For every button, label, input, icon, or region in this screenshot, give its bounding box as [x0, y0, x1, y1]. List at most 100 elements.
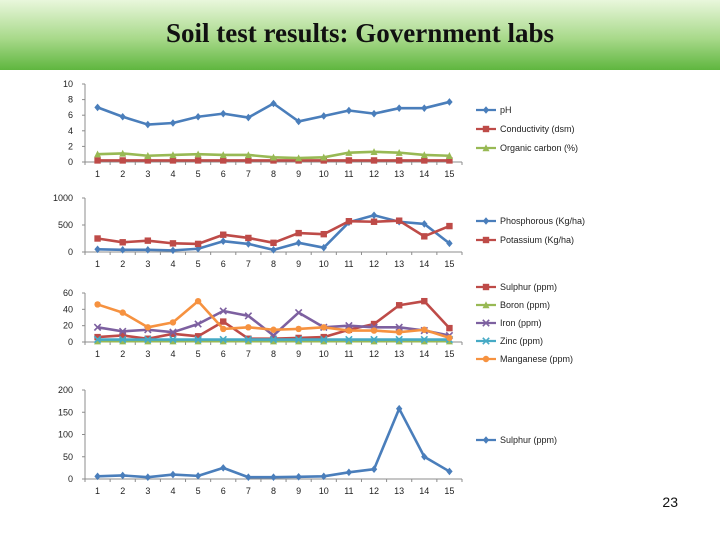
- data-point: [295, 154, 303, 162]
- data-point: [421, 297, 428, 305]
- data-point: [345, 327, 353, 334]
- x-tick-label: 7: [246, 349, 251, 359]
- data-point: [320, 337, 328, 345]
- data-point: [194, 333, 202, 340]
- y-tick-label: 500: [58, 220, 73, 230]
- data-point: [220, 325, 227, 333]
- data-point: [245, 473, 252, 482]
- x-tick-label: 9: [296, 486, 301, 496]
- x-tick-label: 2: [120, 169, 125, 179]
- y-tick-label: 150: [58, 407, 73, 417]
- data-point: [370, 109, 378, 118]
- data-point: [345, 148, 353, 156]
- data-point: [244, 151, 252, 159]
- data-point: [119, 332, 126, 339]
- data-point: [94, 103, 101, 112]
- data-point: [144, 246, 152, 254]
- data-point: [295, 229, 302, 237]
- data-point: [94, 157, 101, 164]
- data-point: [119, 149, 127, 157]
- legend-marker: [482, 436, 490, 444]
- x-tick-label: 6: [221, 169, 226, 179]
- data-point: [395, 335, 403, 344]
- data-point: [144, 157, 152, 164]
- x-tick-label: 14: [419, 169, 429, 179]
- legend-marker: [482, 217, 490, 225]
- data-point: [219, 337, 227, 345]
- data-point: [194, 240, 202, 248]
- data-point: [320, 230, 327, 238]
- data-point: [194, 150, 202, 158]
- y-tick-label: 0: [68, 247, 73, 257]
- legend-label: Organic carbon (%): [500, 143, 578, 153]
- x-tick-label: 6: [221, 349, 226, 359]
- data-point: [270, 153, 277, 161]
- title-band: [0, 0, 720, 70]
- data-point: [119, 246, 126, 254]
- y-tick-label: 0: [68, 337, 73, 347]
- data-point: [219, 307, 227, 315]
- data-point: [446, 157, 453, 164]
- data-point: [245, 234, 252, 242]
- legend-marker: [482, 283, 490, 291]
- data-point: [395, 302, 403, 309]
- data-point: [245, 240, 252, 248]
- data-point: [446, 239, 453, 248]
- data-point: [169, 151, 177, 159]
- data-point: [420, 337, 428, 345]
- x-tick-label: 11: [344, 486, 353, 496]
- data-point: [144, 473, 152, 482]
- legend-marker: [482, 106, 490, 114]
- x-tick-label: 1: [95, 259, 100, 269]
- x-tick-label: 13: [394, 349, 404, 359]
- data-point: [370, 320, 378, 328]
- x-tick-label: 12: [369, 169, 379, 179]
- data-point: [395, 148, 403, 156]
- x-tick-label: 10: [319, 259, 329, 269]
- data-point: [144, 337, 152, 345]
- data-point: [421, 104, 428, 112]
- x-tick-label: 3: [145, 349, 150, 359]
- data-point: [345, 468, 353, 477]
- data-point: [93, 335, 102, 344]
- data-point: [370, 218, 378, 225]
- data-point: [345, 218, 353, 225]
- data-point: [345, 106, 353, 115]
- data-point: [245, 157, 252, 164]
- data-point: [194, 472, 202, 480]
- data-point: [144, 237, 152, 244]
- x-tick-label: 2: [120, 349, 125, 359]
- data-point: [144, 152, 152, 159]
- x-tick-label: 7: [246, 259, 251, 269]
- y-tick-label: 200: [58, 385, 73, 395]
- y-tick-label: 100: [58, 430, 73, 440]
- data-point: [421, 452, 428, 461]
- x-tick-label: 9: [296, 169, 301, 179]
- data-point: [370, 337, 378, 345]
- x-tick-label: 13: [394, 259, 404, 269]
- legend-label: Phosphorous (Kg/ha): [500, 216, 585, 226]
- data-point: [320, 243, 327, 252]
- data-point: [395, 329, 403, 336]
- data-point: [270, 473, 277, 482]
- legend-label: Iron (ppm): [500, 318, 542, 328]
- data-point: [320, 153, 328, 161]
- x-tick-label: 5: [196, 349, 201, 359]
- data-point: [119, 471, 126, 480]
- legend-label: pH: [500, 105, 512, 115]
- x-tick-label: 9: [296, 349, 301, 359]
- legend-marker: [482, 301, 490, 309]
- data-point: [295, 239, 302, 247]
- legend-label: Sulphur (ppm): [500, 282, 557, 292]
- data-point: [446, 222, 453, 230]
- y-tick-label: 4: [68, 126, 73, 136]
- data-point: [320, 472, 327, 481]
- legend-label: Zinc (ppm): [500, 336, 543, 346]
- data-point: [421, 233, 428, 240]
- data-point: [169, 328, 177, 336]
- x-tick-label: 15: [444, 259, 454, 269]
- data-point: [420, 335, 429, 344]
